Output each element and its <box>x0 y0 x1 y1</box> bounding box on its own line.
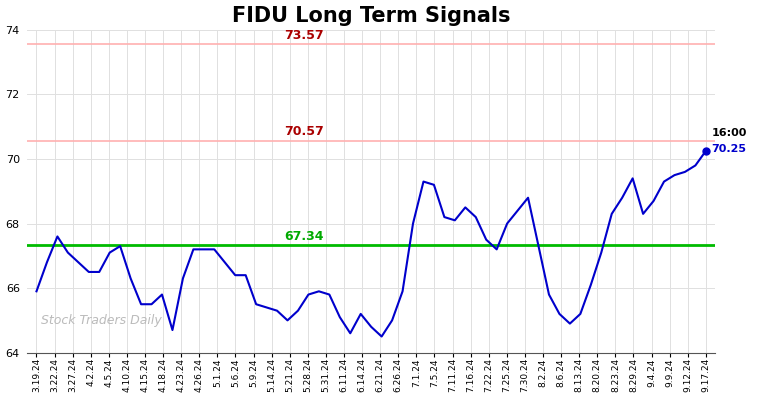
Text: Stock Traders Daily: Stock Traders Daily <box>42 314 162 327</box>
Text: 67.34: 67.34 <box>285 230 324 243</box>
Text: 73.57: 73.57 <box>285 29 324 41</box>
Title: FIDU Long Term Signals: FIDU Long Term Signals <box>232 6 510 25</box>
Text: 70.57: 70.57 <box>285 125 324 139</box>
Text: 70.25: 70.25 <box>711 144 746 154</box>
Text: 16:00: 16:00 <box>711 128 746 138</box>
Point <box>699 148 712 154</box>
